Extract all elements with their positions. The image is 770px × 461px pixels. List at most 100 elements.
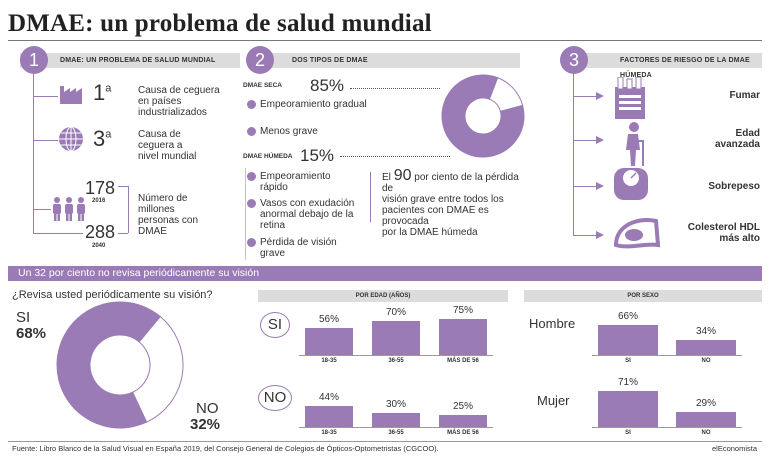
age-si-bar-category: MÁS DE 56 — [447, 358, 479, 364]
age-si-bar-category: 18-35 — [321, 358, 337, 364]
age-no-bar-value: 30% — [385, 398, 406, 410]
footer-rule — [8, 441, 762, 442]
sex-mujer-bar-category: SI — [625, 430, 631, 436]
sex-hombre-bar — [676, 339, 736, 355]
bullet-dot — [247, 100, 256, 109]
age-header: POR EDAD (AÑOS) — [258, 290, 508, 302]
row-si-label: SI — [260, 312, 290, 338]
rank-first: 1a — [93, 80, 112, 105]
row-hombre-label: Hombre — [529, 316, 576, 331]
pie-no-pct: 32% — [190, 416, 221, 433]
age-no-axis — [299, 427, 493, 428]
vision-check-donut — [56, 301, 184, 429]
dmae-humeda-pct: 15% — [300, 146, 335, 165]
sex-header: POR SEXO — [524, 290, 762, 302]
row-no-label: NO — [258, 385, 292, 411]
age-no-bar — [372, 412, 420, 427]
age-no-bar-category: MÁS DE 56 — [447, 430, 479, 436]
elderly-person-icon — [626, 122, 644, 166]
age-no-bar-category: 18-35 — [321, 430, 337, 436]
bullet-dot — [247, 172, 256, 181]
age-no-bar-value: 25% — [452, 401, 473, 412]
factory-icon — [60, 86, 82, 104]
factor-cholesterol: Colesterol HDL más alto — [687, 222, 760, 244]
page-title: DMAE: un problema de salud mundial — [8, 10, 432, 37]
sex-mujer-bar-category: NO — [701, 430, 711, 436]
factor-overweight: Sobrepeso — [708, 181, 760, 192]
pie-yes-label: SI — [16, 309, 31, 326]
humeda-bullet-1: Empeoramiento rápido — [260, 171, 331, 193]
globe-icon — [59, 126, 83, 152]
section1-number: 1 — [20, 46, 48, 74]
bullet-dot — [247, 127, 256, 136]
humeda-bullet-2: Vasos con exudación anormal debajo de la r… — [260, 198, 355, 231]
people-icon — [53, 197, 85, 221]
seca-bullet-2: Menos grave — [260, 126, 318, 137]
dmae-seca-label: DMAE SECA — [243, 82, 283, 89]
sex-mujer-bar-value: 71% — [617, 377, 638, 388]
arrow-icon — [596, 92, 604, 100]
pie-slice-humeda — [488, 77, 524, 112]
people-text: Número de millones personas con DMAE — [138, 193, 199, 237]
age-si-bar — [372, 321, 420, 355]
age-si-bar-category: 36-55 — [388, 358, 404, 364]
section2-number: 2 — [246, 46, 274, 74]
pie-yes-pct: 68% — [16, 325, 47, 342]
bullet-dot — [247, 199, 256, 208]
sex-hombre-bar-category: NO — [701, 358, 711, 364]
age-no-bar-value: 44% — [318, 391, 339, 403]
pie-slice-seca — [441, 74, 525, 158]
source-note: Fuente: Libro Blanco de la Salud Visual … — [12, 444, 439, 453]
people-2040-value: 288 — [85, 222, 116, 242]
pie-no-label: NO — [196, 400, 219, 417]
sex-hombre-bar — [598, 325, 658, 355]
factor-age: Edad avanzada — [714, 128, 760, 150]
rank-third-text: Causa de ceguera a nivel mundial — [138, 129, 197, 162]
arrow-icon — [596, 231, 604, 239]
pie-question: ¿Revisa usted periódicamente su visión? — [12, 289, 213, 301]
title-rule — [8, 40, 762, 41]
section3-header: FACTORES DE RIESGO DE LA DMAE HÚMEDA — [580, 53, 762, 79]
sex-mujer-bar — [676, 412, 736, 427]
age-no-bar-category: 36-55 — [388, 430, 404, 436]
summary-band: Un 32 por ciento no revisa periódicament… — [8, 266, 762, 281]
people-2016-value: 178 — [85, 178, 116, 198]
row-mujer-label: Mujer — [537, 393, 570, 408]
age-no-bar — [439, 415, 487, 427]
section3-timeline — [573, 74, 574, 236]
brand-logo: elEconomista — [712, 444, 758, 453]
sex-hombre-bar-value: 66% — [617, 311, 638, 323]
artery-icon — [613, 218, 661, 249]
age-si-bar-value: 70% — [385, 307, 406, 319]
scale-icon — [614, 168, 648, 200]
sex-hombre-axis — [592, 355, 742, 356]
factor-smoking: Fumar — [729, 90, 760, 101]
seca-bullet-1: Empeoramiento gradual — [260, 99, 367, 110]
section1-header: DMAE: UN PROBLEMA DE SALUD MUNDIAL — [20, 53, 240, 68]
section1-timeline — [33, 74, 34, 234]
sex-mujer-bar — [598, 391, 658, 427]
cigarettes-icon — [615, 77, 645, 119]
age-no-bar — [305, 405, 353, 427]
age-si-bar — [439, 319, 487, 355]
age-si-bar-value: 75% — [452, 305, 473, 316]
sex-hombre-bar-value: 34% — [695, 325, 716, 337]
humeda-bullet-3: Pérdida de visión grave — [260, 237, 337, 259]
section2-header: DOS TIPOS DE DMAE — [252, 53, 520, 68]
age-si-bar-value: 56% — [318, 314, 339, 326]
dmae-seca-pct: 85% — [310, 76, 345, 95]
rank-third: 3a — [93, 126, 112, 151]
rank-first-text: Causa de ceguera en países industrializado… — [138, 85, 220, 118]
sex-mujer-axis — [592, 427, 742, 428]
people-2040-year: 2040 — [92, 243, 106, 249]
bullet-dot — [247, 238, 256, 247]
sex-mujer-bar-value: 29% — [695, 398, 716, 410]
sex-hombre-bar-category: SI — [625, 358, 631, 364]
age-si-bar — [305, 328, 353, 355]
section3-number: 3 — [560, 46, 588, 74]
age-si-axis — [299, 355, 493, 356]
dmae-note: El 90 por ciento de la pérdida de visión… — [382, 167, 519, 239]
arrow-icon — [596, 136, 604, 144]
arrow-icon — [596, 182, 604, 190]
pie-slice-no — [132, 315, 184, 423]
